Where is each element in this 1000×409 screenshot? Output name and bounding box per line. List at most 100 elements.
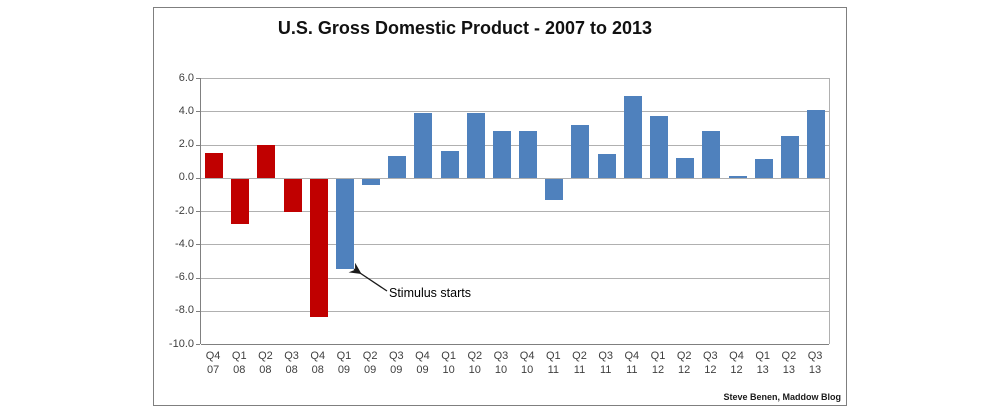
bar-Q4-07 [205,152,224,178]
x-tick-label-Q2-09: Q2 09 [357,349,383,377]
bar-slot-Q1-08 [227,78,253,344]
x-tick-quarter: Q1 [755,350,771,362]
bar-Q3-13 [807,109,826,178]
plot-area [200,78,830,345]
x-tick-quarter: Q3 [388,350,404,362]
x-tick-year: 13 [808,364,822,376]
gridline--4.0 [201,244,829,245]
x-tick-label-Q3-10: Q3 10 [488,349,514,377]
x-tick-year: 12 [704,364,717,376]
x-tick-year: 10 [468,364,481,376]
x-tick-year: 09 [363,364,377,376]
x-tick-year: 13 [782,364,795,376]
chart-title: U.S. Gross Domestic Product - 2007 to 20… [277,18,653,38]
x-tick-label-Q2-08: Q2 08 [252,349,278,377]
x-tick-quarter: Q4 [310,350,326,362]
bar-slot-Q3-13 [803,78,829,344]
x-tick-quarter: Q1 [545,350,561,362]
bar-Q2-11 [571,124,590,178]
x-tick-year: 11 [626,364,638,376]
stimulus-arrow [348,262,388,292]
x-tick-quarter: Q4 [415,350,430,362]
x-tick-year: 09 [416,364,429,376]
bar-slot-Q4-11 [620,78,646,344]
x-tick-quarter: Q2 [258,350,273,362]
bar-slot-Q4-07 [201,78,227,344]
bar-Q1-09 [335,178,354,269]
x-tick-label-Q1-10: Q1 10 [436,349,462,377]
x-tick-label-Q1-08: Q1 08 [226,349,252,377]
gridline--2.0 [201,211,829,212]
x-tick-label-Q2-13: Q2 13 [776,349,802,377]
y-tick--10.0 [196,344,200,345]
gridline-0.0 [201,178,829,179]
y-tick-label-0.0: 0.0 [178,171,194,183]
x-tick-quarter: Q2 [572,350,587,362]
x-tick-quarter: Q4 [729,350,744,362]
bar-Q3-12 [702,131,721,178]
x-tick-quarter: Q2 [362,350,378,362]
x-tick-label-Q2-11: Q2 11 [566,349,592,377]
x-tick-year: 08 [285,364,298,376]
x-tick-label-Q1-09: Q1 09 [331,349,357,377]
x-tick-label-Q1-12: Q1 12 [645,349,671,377]
y-tick--2.0 [196,211,200,212]
bar-Q2-09 [362,178,381,186]
gridline--8.0 [201,311,829,312]
bar-slot-Q1-10 [437,78,463,344]
bar-Q2-10 [466,112,485,178]
bar-slot-Q4-09 [410,78,436,344]
x-tick-quarter: Q3 [703,350,718,362]
y-tick-0.0 [196,178,200,179]
bar-Q4-10 [519,131,538,178]
bar-Q4-08 [309,178,328,317]
bar-slot-Q1-09 [332,78,358,344]
bar-slot-Q2-09 [358,78,384,344]
x-tick-label-Q4-12: Q4 12 [723,349,749,377]
x-tick-year: 08 [259,364,272,376]
y-tick-label--6.0: -6.0 [175,271,194,283]
x-tick-quarter: Q1 [336,350,352,362]
x-tick-year: 09 [337,364,351,376]
chart-frame: U.S. Gross Domestic Product - 2007 to 20… [153,7,847,406]
bar-Q2-12 [676,157,695,178]
y-tick-label--4.0: -4.0 [175,238,194,250]
x-tick-label-Q4-08: Q4 08 [305,349,331,377]
y-tick--6.0 [196,278,200,279]
x-tick-label-Q4-07: Q4 07 [200,349,226,377]
bar-Q4-11 [623,96,642,178]
x-tick-label-Q2-10: Q2 10 [462,349,488,377]
bar-slot-Q1-13 [751,78,777,344]
x-tick-label-Q3-11: Q3 11 [593,349,619,377]
y-tick-4.0 [196,111,200,112]
bar-slot-Q4-10 [515,78,541,344]
x-tick-quarter: Q1 [231,350,247,362]
x-tick-year: 10 [494,364,508,376]
x-tick-year: 12 [730,364,743,376]
bar-Q1-10 [440,151,459,178]
bar-Q1-11 [545,178,564,201]
x-tick-quarter: Q4 [519,350,535,362]
x-tick-label-Q4-10: Q4 10 [514,349,540,377]
bar-slot-Q2-12 [672,78,698,344]
bar-Q2-13 [780,136,799,178]
x-tick-year: 08 [233,364,246,376]
y-tick-2.0 [196,145,200,146]
x-tick-year: 07 [206,364,220,376]
x-tick-label-Q4-11: Q4 11 [619,349,645,377]
x-tick-year: 09 [390,364,403,376]
x-tick-quarter: Q2 [467,350,483,362]
x-axis-labels: Q4 07 Q1 08 Q2 08 Q3 08 Q4 08 Q1 09 Q2 09 Q3 09 Q4 09 Q1 10… [200,349,828,377]
bar-Q4-09 [414,112,433,178]
x-tick-quarter: Q2 [676,350,692,362]
x-tick-year: 12 [678,364,691,376]
bar-slot-Q4-12 [724,78,750,344]
x-tick-year: 11 [573,364,586,376]
x-tick-label-Q3-13: Q3 13 [802,349,828,377]
x-tick-quarter: Q3 [807,350,823,362]
gridline-2.0 [201,145,829,146]
x-tick-quarter: Q3 [598,350,613,362]
x-tick-quarter: Q1 [441,350,456,362]
bar-Q3-10 [492,131,511,178]
